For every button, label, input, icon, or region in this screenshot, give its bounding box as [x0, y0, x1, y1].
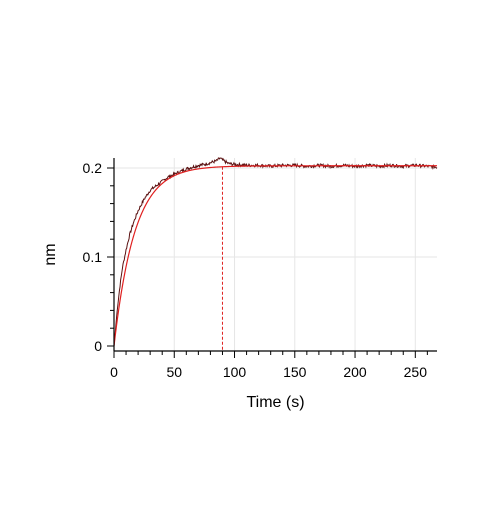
grid-lines — [114, 158, 437, 351]
measured-curve — [113, 157, 438, 347]
y-tick-label: 0 — [94, 338, 102, 354]
y-axis-title: nm — [42, 243, 59, 265]
fit-curve — [113, 165, 437, 347]
y-tick-label: 0.1 — [83, 249, 103, 265]
x-tick-label: 250 — [404, 364, 428, 380]
x-tick-label: 100 — [223, 364, 247, 380]
x-tick-label: 150 — [283, 364, 307, 380]
x-axis-title: Time (s) — [246, 394, 304, 411]
series-layer — [113, 157, 438, 351]
x-tick-label: 0 — [110, 364, 118, 380]
x-tick-label: 200 — [343, 364, 367, 380]
x-tick-label: 50 — [166, 364, 182, 380]
y-tick-label: 0.2 — [83, 160, 103, 176]
axes: 0 50 100 150 200 250 0 0.1 0.2 — [83, 158, 437, 380]
